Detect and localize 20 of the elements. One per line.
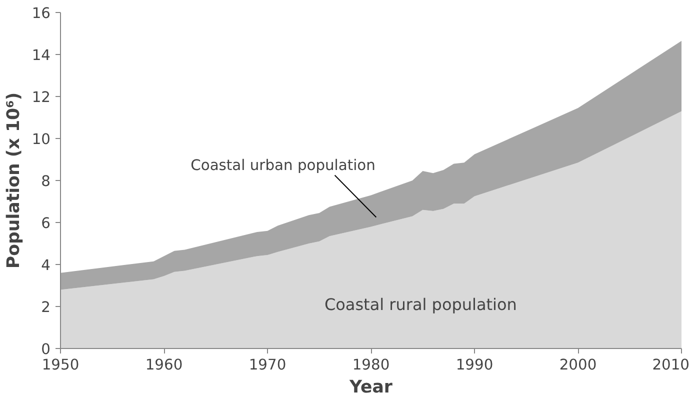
x-axis-title: Year bbox=[348, 378, 393, 398]
x-tick-label: 1950 bbox=[42, 356, 80, 374]
y-tick-label: 4 bbox=[41, 257, 51, 274]
y-tick-label: 12 bbox=[32, 89, 51, 106]
series-label: Coastal rural population bbox=[324, 295, 517, 314]
x-tick-label: 1980 bbox=[352, 356, 390, 374]
x-tick-label: 1970 bbox=[248, 356, 286, 374]
y-tick-label: 6 bbox=[41, 215, 51, 232]
y-tick-label: 8 bbox=[41, 173, 51, 190]
y-axis-title: Population (x 10⁶) bbox=[4, 92, 24, 269]
y-tick-label: 10 bbox=[32, 131, 51, 148]
x-tick-label: 1960 bbox=[145, 356, 183, 374]
y-tick-label: 2 bbox=[41, 299, 51, 316]
x-tick-label: 2010 bbox=[652, 356, 689, 374]
x-tick-label: 1990 bbox=[456, 356, 494, 374]
series-label: Coastal urban population bbox=[190, 157, 376, 174]
y-tick-label: 0 bbox=[41, 341, 51, 358]
y-tick-label: 14 bbox=[32, 47, 51, 64]
y-tick-label: 16 bbox=[32, 5, 51, 22]
x-tick-label: 2000 bbox=[559, 356, 597, 374]
